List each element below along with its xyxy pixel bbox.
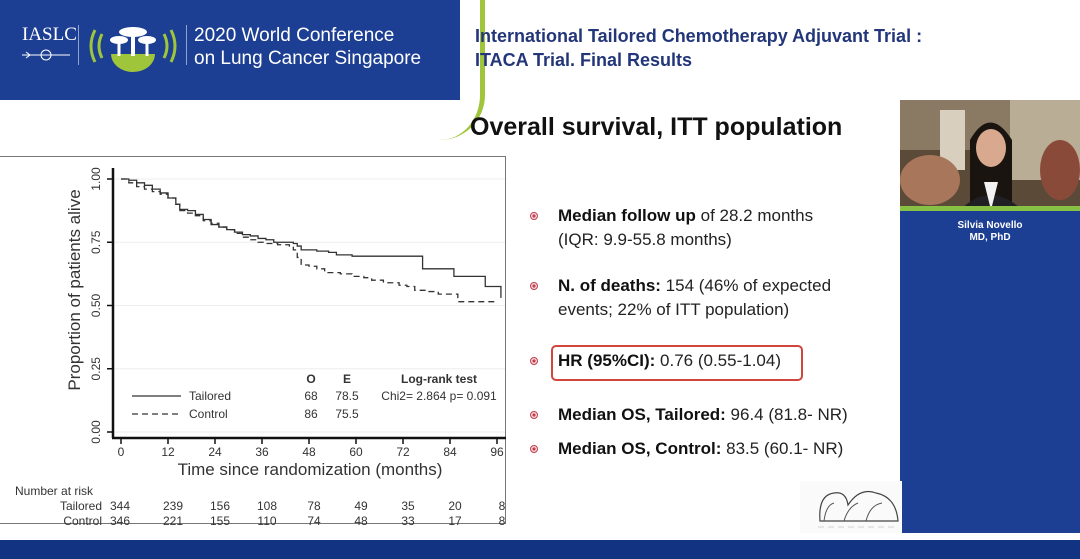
bullet-label: Median OS, Control: [558, 439, 722, 458]
speaker-name-panel: Silvia Novello MD, PhD [900, 211, 1080, 533]
survival-curve-control [121, 178, 497, 303]
legend-header-o: O [306, 372, 315, 386]
risk-value-tailored: 344 [110, 499, 130, 513]
speaker-name: Silvia Novello [957, 220, 1023, 231]
bullet-icon [530, 357, 538, 365]
risk-value-control: 48 [354, 514, 368, 528]
bullet-detail: events; 22% of ITT population) [558, 300, 790, 319]
grid [114, 178, 505, 433]
risk-value-control: 17 [448, 514, 462, 528]
risk-value-control: 8 [499, 514, 506, 528]
trial-title-line2: ITACA Trial. Final Results [475, 50, 693, 70]
legend-label-control: Control [189, 407, 228, 421]
trial-title: International Tailored Chemotherapy Adju… [475, 24, 922, 72]
x-tick-label: 72 [396, 445, 410, 459]
risk-value-tailored: 49 [354, 499, 368, 513]
risk-value-tailored: 35 [401, 499, 415, 513]
risk-value-tailored: 156 [210, 499, 230, 513]
km-chart: 0.00 0.25 0.50 0.75 1.00 0 12 24 36 48 60 72 84 96 P… [15, 167, 506, 528]
bottom-banner [0, 540, 1080, 559]
bullet-icon [530, 282, 538, 290]
hr-highlight-box [551, 345, 803, 381]
survival-curve-tailored [121, 178, 502, 298]
number-at-risk-table: Number at risk Tailored Control 344 239 15… [15, 484, 506, 528]
iaslc-logo: IASLC [22, 24, 77, 45]
legend-e-tailored: 78.5 [335, 389, 359, 403]
risk-value-tailored: 108 [257, 499, 277, 513]
risk-row-label-tailored: Tailored [60, 499, 102, 513]
risk-value-control: 33 [401, 514, 415, 528]
legend-e-control: 75.5 [335, 407, 359, 421]
legend-test-result: Chi2= 2.864 p= 0.091 [381, 389, 497, 403]
lung-emblem-icon [22, 48, 70, 61]
bullet-label: Median follow up [558, 206, 696, 225]
y-ticks: 0.00 0.25 0.50 0.75 1.00 [89, 167, 113, 444]
risk-values: 344 239 156 108 78 49 35 20 8 346 221 155 110 74 48 33 1… [110, 499, 506, 528]
speaker-accent-bar [900, 206, 1080, 211]
bullet-value: 0.76 (0.55-1.04) [655, 351, 781, 370]
x-tick-label: 96 [490, 445, 504, 459]
divider [78, 25, 79, 65]
trial-title-line1: International Tailored Chemotherapy Adju… [475, 26, 923, 46]
risk-value-tailored: 78 [307, 499, 321, 513]
x-tick-label: 48 [302, 445, 316, 459]
legend: Tailored Control O E Log-rank test 68 78… [132, 372, 497, 421]
banner-accent-curve [440, 0, 485, 140]
x-tick-label: 0 [118, 445, 125, 459]
x-tick-label: 60 [349, 445, 363, 459]
y-tick-label: 0.50 [89, 293, 103, 317]
x-tick-label: 24 [208, 445, 222, 459]
conference-title-line1: 2020 World Conference [194, 25, 395, 46]
supertree-logo-icon [85, 20, 181, 72]
survival-curves [121, 178, 502, 303]
legend-header-e: E [343, 372, 351, 386]
x-tick-label: 12 [161, 445, 175, 459]
legend-label-tailored: Tailored [189, 389, 231, 403]
x-ticks: 0 12 24 36 48 60 72 84 96 [118, 438, 504, 459]
slide-title: Overall survival, ITT population [470, 113, 843, 141]
conference-title-line2: on Lung Cancer Singapore [194, 48, 422, 69]
risk-value-control: 221 [163, 514, 183, 528]
risk-value-tailored: 239 [163, 499, 183, 513]
x-axis-label: Time since randomization (months) [178, 460, 443, 479]
risk-value-control: 155 [210, 514, 230, 528]
legend-o-tailored: 68 [304, 389, 318, 403]
y-tick-label: 1.00 [89, 167, 103, 191]
legend-o-control: 86 [304, 407, 318, 421]
risk-value-control: 346 [110, 514, 130, 528]
risk-value-tailored: 20 [448, 499, 462, 513]
conference-title: 2020 World Conference on Lung Cancer Sin… [194, 24, 421, 70]
risk-value-control: 110 [257, 514, 276, 528]
y-tick-label: 0.25 [89, 357, 103, 381]
bullet-label: N. of deaths: [558, 276, 661, 295]
divider [186, 25, 187, 65]
conference-banner: IASLC [0, 0, 460, 100]
bullet-value: 96.4 (81.8- NR) [725, 405, 848, 424]
risk-row-label-control: Control [63, 514, 102, 528]
bullet-icon [530, 411, 538, 419]
y-axis-label: Proportion of patients alive [65, 189, 84, 390]
bullet-label: HR (95%CI): [558, 351, 656, 370]
risk-value-control: 74 [307, 514, 321, 528]
y-tick-label: 0.00 [89, 420, 103, 444]
helmets-illustration-icon [800, 481, 902, 533]
risk-value-tailored: 8 [499, 499, 506, 513]
bullet-value: of 28.2 months [695, 206, 814, 225]
speaker-video [900, 100, 1080, 210]
bullet-detail: (IQR: 9.9-55.8 months) [558, 230, 732, 249]
bullet-icon [530, 212, 538, 220]
x-tick-label: 36 [255, 445, 269, 459]
bullet-icon [530, 445, 538, 453]
speaker-credentials: MD, PhD [969, 232, 1011, 243]
y-tick-label: 0.75 [89, 230, 103, 254]
chart-frame [0, 156, 506, 524]
bullet-label: Median OS, Tailored: [558, 405, 726, 424]
legend-header-test: Log-rank test [401, 372, 477, 386]
bullet-value: 83.5 (60.1- NR) [721, 439, 844, 458]
number-at-risk-label: Number at risk [15, 484, 94, 498]
bullet-value: 154 (46% of expected [660, 276, 832, 295]
x-tick-label: 84 [443, 445, 457, 459]
